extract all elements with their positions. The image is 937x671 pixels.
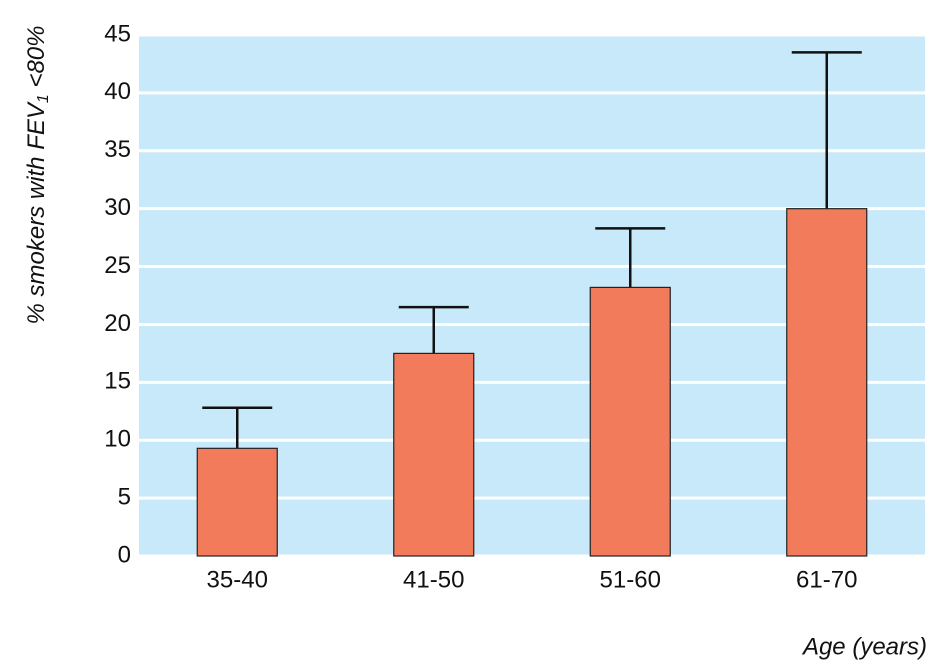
y-tick-label: 15 [104, 368, 131, 395]
bar [196, 447, 278, 557]
y-tick-label: 5 [118, 483, 131, 510]
bar [589, 286, 671, 557]
bar [393, 352, 475, 557]
x-tick-label: 35-40 [207, 566, 268, 593]
x-tick-label: 61-70 [796, 566, 857, 593]
y-tick-label: 45 [104, 20, 131, 47]
x-tick-label: 51-60 [600, 566, 661, 593]
bar [786, 208, 868, 557]
y-label-subscript: 1 [35, 94, 52, 103]
y-tick-label: 25 [104, 252, 131, 279]
y-tick-label: 40 [104, 78, 131, 105]
y-tick-label: 0 [118, 541, 131, 568]
y-tick-label: 20 [104, 310, 131, 337]
y-label-text: % smokers with FEV [23, 101, 50, 324]
y-tick-label: 10 [104, 426, 131, 453]
x-tick-label: 41-50 [403, 566, 464, 593]
y-label-suffix: <80% [23, 25, 50, 94]
y-tick-label: 30 [104, 194, 131, 221]
y-tick-label: 35 [104, 136, 131, 163]
x-axis-label: Age (years) [801, 633, 927, 660]
y-axis-label: % smokers with FEV1 <80% [23, 25, 52, 324]
